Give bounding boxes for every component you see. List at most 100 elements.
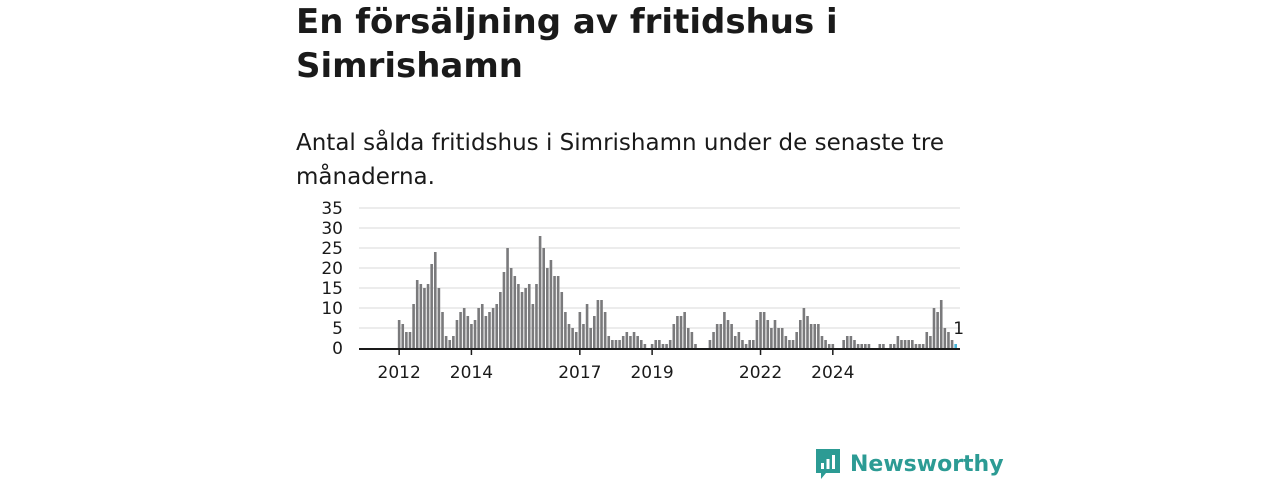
bar [683,312,686,348]
bar [412,304,415,348]
bar [791,340,795,348]
bar [592,316,596,348]
bar [903,340,907,348]
bar [845,336,849,348]
bar [777,328,780,348]
bar [499,292,502,348]
bar [860,344,864,348]
bar [535,284,538,348]
bar [795,332,798,348]
bar [527,284,531,348]
bar [618,340,621,348]
bar [853,340,856,348]
brand-name: Newsworthy [850,451,1004,477]
bar [932,308,936,348]
bar [589,328,592,348]
bar [639,340,643,348]
bar [448,340,452,348]
bar [943,328,947,348]
y-tick-label: 10 [321,299,343,319]
bar [473,320,477,348]
bar [939,300,943,348]
bar [506,248,509,348]
y-tick-label: 20 [321,259,343,279]
bar [466,316,470,348]
bar [582,324,585,348]
bar [426,284,430,348]
bar [925,332,929,348]
bar [824,340,827,348]
bar [929,336,932,348]
x-axis: 2012 2014 2017 2019 2022 2024 [359,348,960,383]
bar [708,340,712,348]
bar [780,328,784,348]
newsworthy-logo-icon [816,449,840,479]
bar [831,344,835,348]
bar [762,312,766,348]
bar [947,332,950,348]
bar [459,312,462,348]
bar [571,328,574,348]
bar [513,276,517,348]
bar [954,344,957,348]
bar [882,344,885,348]
bar [574,332,578,348]
bar [723,312,726,348]
bar [614,340,618,348]
y-tick-label: 5 [332,319,343,339]
bar [524,288,527,348]
bar [491,308,495,348]
x-tick-label: 2022 [739,363,782,383]
bar [585,304,589,348]
x-tick-label: 2012 [378,363,421,383]
bar [650,344,654,348]
x-tick-label: 2017 [558,363,601,383]
bar [878,344,882,348]
bar [770,328,773,348]
bar [600,300,603,348]
bar [462,308,466,348]
bar [658,340,661,348]
bar [766,320,770,348]
bars [397,236,957,348]
y-tick-label: 0 [332,339,343,359]
bar [856,344,860,348]
bar [520,292,524,348]
bar [867,344,871,348]
bar [611,340,614,348]
x-tick-label: 2019 [630,363,673,383]
bar [809,324,813,348]
bar [665,344,668,348]
bar [549,260,553,348]
bar [755,320,759,348]
bar [452,336,455,348]
bar [643,344,647,348]
bar [896,336,900,348]
bar [415,280,419,348]
chart-title: En försäljning av fritidshus i Simrisham… [296,2,838,86]
bar [509,268,513,348]
bar [813,324,817,348]
bar [686,328,690,348]
bar [820,336,824,348]
bar [849,336,853,348]
newsworthy-logo[interactable]: Newsworthy [814,446,1004,482]
bar [802,308,806,348]
bar [690,332,694,348]
bar [730,324,733,348]
y-tick-label: 15 [321,279,343,299]
bar [806,316,809,348]
bar [918,344,921,348]
bar [437,288,441,348]
last-value-label: 1 [953,319,964,339]
bar [712,332,715,348]
bar [798,320,802,348]
bar [661,344,665,348]
bar [556,276,560,348]
bar [538,236,542,348]
chart-subtitle: Antal sålda fritidshus i Simrishamn unde… [296,130,944,190]
bar [621,336,625,348]
bar [423,288,426,348]
